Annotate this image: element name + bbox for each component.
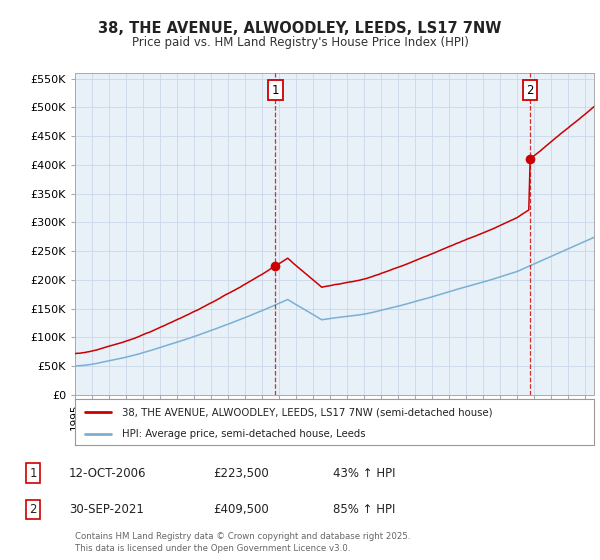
Text: 1: 1: [272, 83, 279, 96]
Text: 30-SEP-2021: 30-SEP-2021: [69, 503, 144, 516]
Text: 1: 1: [29, 466, 37, 480]
Text: HPI: Average price, semi-detached house, Leeds: HPI: Average price, semi-detached house,…: [122, 429, 365, 438]
Text: 43% ↑ HPI: 43% ↑ HPI: [333, 466, 395, 480]
Text: 38, THE AVENUE, ALWOODLEY, LEEDS, LS17 7NW: 38, THE AVENUE, ALWOODLEY, LEEDS, LS17 7…: [98, 21, 502, 36]
Text: 38, THE AVENUE, ALWOODLEY, LEEDS, LS17 7NW (semi-detached house): 38, THE AVENUE, ALWOODLEY, LEEDS, LS17 7…: [122, 407, 493, 417]
Text: 2: 2: [29, 503, 37, 516]
Text: 12-OCT-2006: 12-OCT-2006: [69, 466, 146, 480]
Text: 2: 2: [526, 83, 534, 96]
Text: £223,500: £223,500: [213, 466, 269, 480]
Text: £409,500: £409,500: [213, 503, 269, 516]
Text: 85% ↑ HPI: 85% ↑ HPI: [333, 503, 395, 516]
Text: Price paid vs. HM Land Registry's House Price Index (HPI): Price paid vs. HM Land Registry's House …: [131, 36, 469, 49]
Text: Contains HM Land Registry data © Crown copyright and database right 2025.
This d: Contains HM Land Registry data © Crown c…: [75, 532, 410, 553]
